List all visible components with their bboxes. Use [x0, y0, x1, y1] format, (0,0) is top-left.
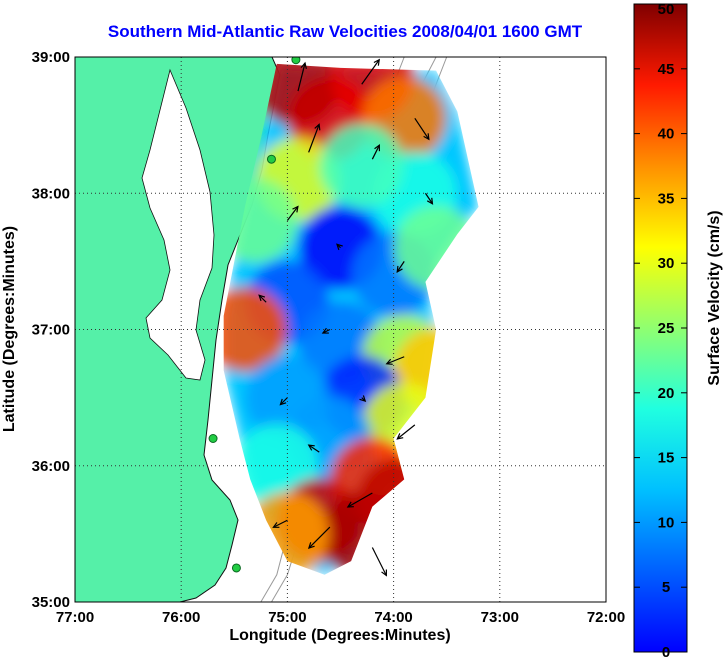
x-tick-label: 74:00: [374, 609, 412, 626]
station-marker: [291, 57, 301, 65]
velocity-arrow: [424, 192, 434, 205]
grid-lines: [75, 57, 606, 602]
y-tick-labels: 35:00 36:00 37:00 38:00 39:00: [32, 49, 70, 611]
velocity-arrow: [307, 526, 331, 549]
y-tick-label: 39:00: [32, 49, 70, 66]
velocity-arrow: [385, 356, 405, 365]
colorbar-tick-label: 45: [658, 61, 675, 78]
x-tick-label: 75:00: [268, 609, 306, 626]
velocity-arrow: [279, 397, 288, 406]
velocity-arrow: [336, 243, 343, 251]
velocity-arrow: [371, 547, 388, 577]
velocity-arrow: [307, 444, 320, 453]
y-tick-label: 37:00: [32, 322, 70, 339]
velocity-arrow: [321, 327, 331, 334]
field-cell: [319, 124, 404, 208]
velocity-arrow: [308, 123, 321, 153]
colorbar-tick-label: 25: [658, 320, 675, 337]
velocity-arrow: [396, 261, 405, 273]
x-tick-label: 77:00: [56, 609, 94, 626]
colorbar-tick-label: 20: [658, 385, 675, 402]
velocity-arrow: [359, 395, 367, 403]
y-tick-label: 35:00: [32, 594, 70, 611]
colorbar: [633, 3, 688, 653]
velocity-arrow: [286, 205, 299, 221]
colorbar-tick-label: 0: [662, 644, 670, 659]
x-tick-label: 76:00: [162, 609, 200, 626]
velocity-arrow: [272, 519, 288, 528]
plot-frame: [74, 56, 607, 603]
colorbar-tick-label: 30: [658, 255, 675, 272]
radar-stations: [208, 57, 301, 573]
chart-title: Southern Mid-Atlantic Raw Velocities 200…: [107, 22, 583, 41]
x-tick-label: 73:00: [481, 609, 519, 626]
y-tick-label: 38:00: [32, 185, 70, 202]
x-axis-label: Longitude (Degrees:Minutes): [229, 627, 450, 644]
colorbar-tick-label: 50: [658, 1, 675, 18]
station-marker: [231, 563, 241, 573]
x-tick-label: 72:00: [587, 609, 625, 626]
colorbar-tick-label: 5: [662, 579, 670, 596]
velocity-arrow: [297, 61, 307, 92]
velocity-arrow: [346, 492, 373, 508]
velocity-arrow: [396, 424, 416, 440]
colorbar-tick-label: 10: [658, 514, 675, 531]
colorbar-ticks: 0 5 10 15 20 25 30 35 40 45 50: [634, 1, 687, 659]
colorbar-tick-label: 35: [658, 190, 675, 207]
y-tick-label: 36:00: [32, 458, 70, 475]
colorbar-tick-label: 40: [658, 126, 675, 143]
x-tick-labels: 77:00 76:00 75:00 74:00 73:00 72:00: [56, 609, 625, 626]
colorbar-label: Surface Velocity (cm/s): [706, 210, 723, 385]
bay-water: [141, 68, 215, 381]
station-marker: [266, 154, 276, 164]
field-cell: [256, 63, 341, 127]
velocity-arrow: [414, 117, 430, 141]
velocity-arrow: [361, 58, 381, 85]
velocity-arrow: [258, 294, 267, 303]
station-marker: [208, 434, 218, 443]
y-axis-label: Latitude (Degrees:Minutes): [1, 226, 18, 432]
colorbar-tick-label: 15: [658, 450, 675, 467]
velocity-vectors: [258, 58, 434, 577]
velocity-arrow: [371, 144, 381, 160]
